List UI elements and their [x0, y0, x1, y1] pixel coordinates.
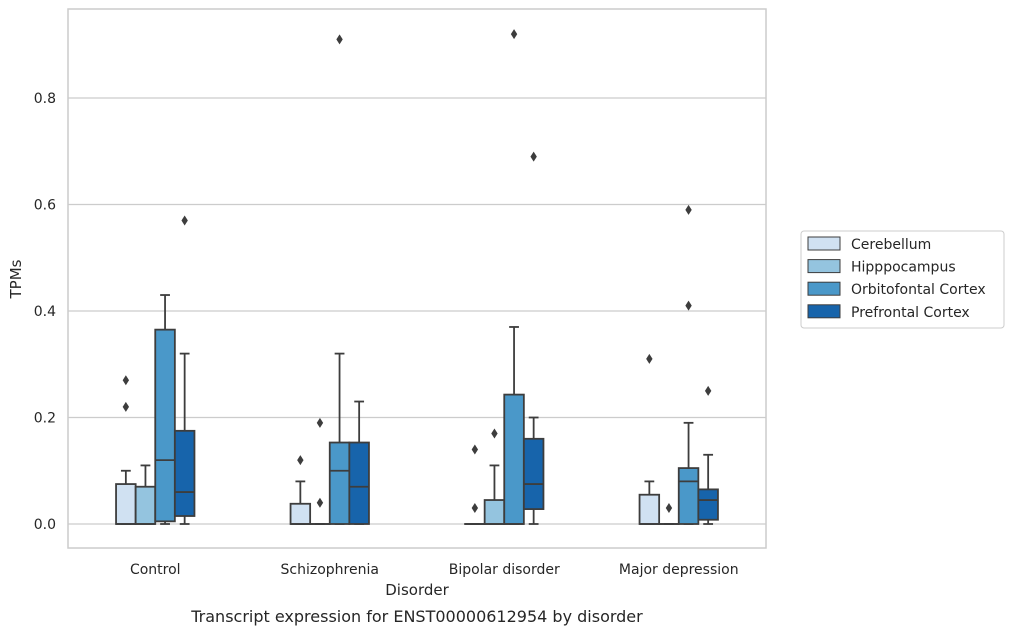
outlier-point: [510, 29, 518, 40]
outlier-point: [665, 503, 673, 514]
legend: Cerebellum Hipppocampus Orbitofontal Corte…: [800, 230, 1005, 329]
box-2-3: [522, 151, 545, 525]
y-tick-labels: 0.0 0.2 0.4 0.6 0.8: [34, 91, 56, 533]
chart-caption: Transcript expression for ENST0000061295…: [190, 607, 643, 626]
box-1-0: [289, 455, 312, 525]
outlier-point: [491, 428, 498, 439]
box-body: [173, 429, 196, 517]
outlier-point: [336, 34, 343, 45]
box-body: [348, 441, 370, 525]
x-tick-label: Major depression: [619, 562, 739, 578]
box-0-2: [154, 294, 176, 525]
y-tick-label: 0.8: [34, 91, 56, 107]
x-tick-label: Schizophrenia: [281, 562, 379, 578]
y-axis-label: TPMs: [7, 259, 25, 299]
x-tick-label: Bipolar disorder: [449, 562, 560, 578]
outlier-point: [122, 375, 130, 386]
box-groups: [115, 29, 719, 525]
outlier-point: [471, 444, 479, 455]
box-3-0: [638, 353, 661, 525]
y-tick-label: 0.6: [34, 198, 56, 214]
outlier-point: [685, 204, 692, 215]
box-1-3: [348, 400, 370, 525]
legend-label: Orbitofontal Cortex: [851, 282, 986, 298]
legend-label: Prefrontal Cortex: [851, 305, 970, 321]
outlier-point: [471, 503, 479, 514]
legend-swatch: [807, 259, 841, 274]
y-tick-label: 0.4: [34, 304, 56, 320]
outlier-point: [530, 151, 537, 162]
legend-swatch: [807, 281, 841, 296]
legend-label: Cerebellum: [851, 237, 931, 253]
box-body: [483, 499, 506, 525]
box-body: [638, 493, 661, 525]
box-1-2: [328, 34, 351, 525]
outlier-point: [685, 300, 692, 311]
x-tick-label: Control: [130, 562, 181, 578]
outlier-point: [297, 455, 304, 466]
x-tick-labels: Control Schizophrenia Bipolar disorder Majo…: [130, 562, 739, 578]
x-axis-label: Disorder: [385, 581, 449, 599]
box-2-2: [503, 29, 525, 525]
box-body: [154, 328, 176, 523]
outlier-point: [316, 497, 324, 508]
legend-frame: [800, 230, 1005, 329]
box-body: [522, 437, 545, 510]
box-0-0: [115, 375, 137, 525]
y-tick-label: 0.0: [34, 517, 56, 533]
outlier-point: [316, 417, 324, 428]
box-body: [289, 502, 312, 525]
box-body: [328, 441, 351, 525]
outlier-point: [181, 215, 188, 226]
outlier-point: [122, 401, 130, 412]
box-body: [677, 467, 700, 525]
legend-swatch: [807, 236, 841, 251]
outlier-point: [704, 385, 712, 396]
box-body: [134, 485, 157, 525]
legend-label: Hipppocampus: [851, 260, 956, 276]
box-0-3: [173, 215, 196, 525]
legend-swatch: [807, 304, 841, 319]
box-3-3: [697, 385, 719, 525]
box-body: [503, 393, 525, 525]
outlier-point: [646, 353, 653, 364]
box-body: [115, 483, 137, 525]
y-tick-label: 0.2: [34, 411, 56, 427]
box-body: [697, 488, 719, 521]
